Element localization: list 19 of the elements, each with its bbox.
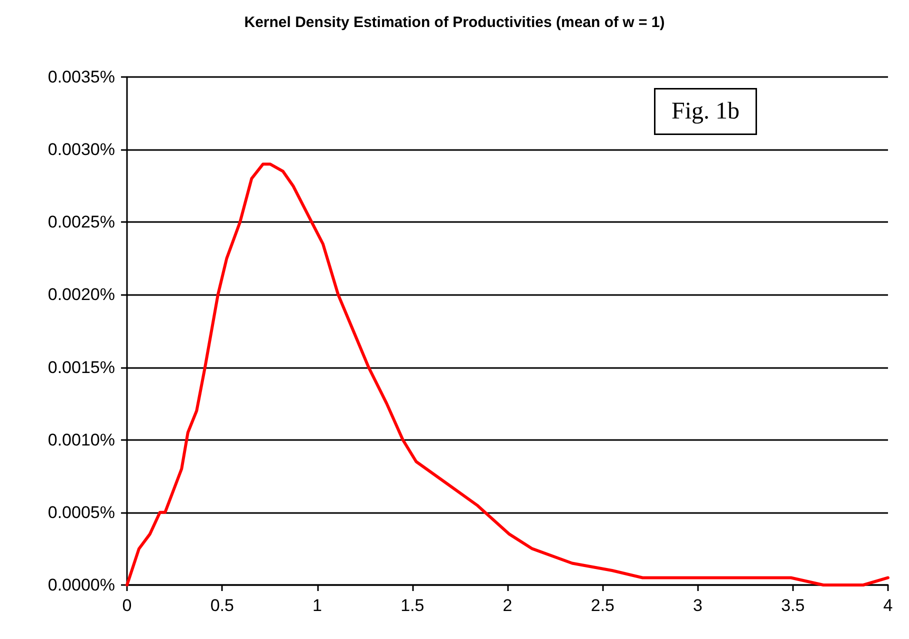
y-tick-label: 0.0005% bbox=[48, 502, 115, 522]
y-tick-label: 0.0020% bbox=[48, 285, 115, 304]
x-tick-label: 3 bbox=[693, 596, 702, 615]
x-tick-label: 2.5 bbox=[590, 596, 614, 615]
x-tick-label: 2 bbox=[502, 596, 512, 615]
y-tick-label: 0.0000% bbox=[48, 576, 115, 594]
x-tick-label: 0 bbox=[122, 596, 132, 615]
chart-title: Kernel Density Estimation of Productivities (mean of w = 1) bbox=[244, 14, 665, 31]
x-tick-label: 0.5 bbox=[210, 596, 234, 615]
y-tick-label: 0.0035% bbox=[48, 68, 115, 86]
y-tick-label: 0.0015% bbox=[48, 358, 115, 377]
x-tick-label: 3.5 bbox=[781, 596, 805, 615]
x-tick-label: 1.5 bbox=[400, 596, 424, 615]
y-tick-label: 0.0010% bbox=[48, 430, 115, 450]
y-tick-label: 0.0025% bbox=[48, 212, 115, 232]
x-tick-label: 4 bbox=[883, 596, 893, 615]
y-tick-label: 0.0030% bbox=[48, 140, 115, 160]
annotation: Fig. 1b bbox=[672, 98, 740, 124]
x-tick-label: 1 bbox=[312, 596, 322, 615]
